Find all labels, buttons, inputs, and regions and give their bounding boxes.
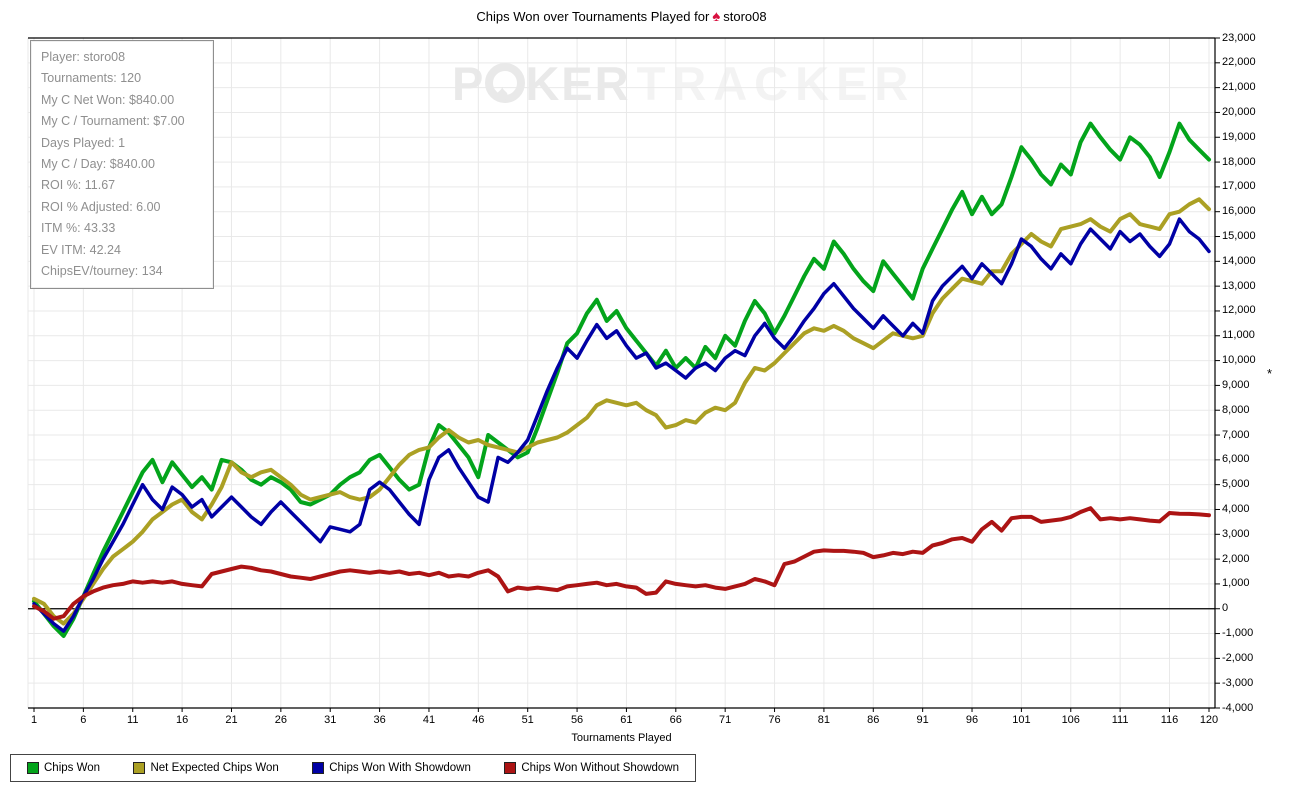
legend-label: Chips Won With Showdown [329,762,471,774]
legend-label: Net Expected Chips Won [150,762,279,774]
y-tick-label: 16,000 [1222,205,1256,218]
series-line-chips-won-without-showdown[interactable] [32,506,1211,621]
poker-chip-icon: ♠ [485,63,526,105]
y-tick-label: -1,000 [1222,627,1254,640]
legend-swatch-icon [504,762,517,774]
stat-line: Days Played: 1 [41,135,126,150]
y-tick-label: -4,000 [1222,701,1254,714]
x-tick-label: 11 [127,714,139,726]
stat-line: ChipsEV/tourney: 134 [41,264,163,279]
y-tick-label: 2,000 [1222,552,1250,565]
chip-spade-glyph: ♠ [496,80,509,105]
player-stats-tooltip: Player: storo08 Tournaments: 120 My C Net … [30,40,214,290]
x-tick-label: 116 [1160,714,1179,726]
x-tick-label: 96 [965,714,979,726]
series-line-chips-won-with-showdown[interactable] [32,217,1211,633]
legend-item-chips-won[interactable]: Chips Won [27,762,100,774]
y-tick-label: 14,000 [1222,254,1256,267]
y-tick-label: 4,000 [1222,502,1250,515]
y-tick-label: 19,000 [1222,130,1256,143]
y-tick-label: 11,000 [1222,329,1255,342]
stat-line: ROI % Adjusted: 6.00 [41,199,161,214]
x-tick-label: 16 [175,714,189,726]
legend-swatch-icon [312,762,325,774]
y-tick-label: -3,000 [1222,676,1254,689]
x-axis-title: Tournaments Played [571,732,672,744]
y-axis-title: * [1267,366,1273,381]
x-tick-label: 1 [30,714,38,726]
x-tick-label: 86 [867,714,880,726]
y-tick-label: 7,000 [1222,428,1250,441]
y-tick-label: 5,000 [1222,478,1250,491]
chart-title-text: Chips Won over Tournaments Played for [476,9,710,24]
y-tick-label: 21,000 [1222,81,1256,94]
y-tick-label: 8,000 [1222,403,1250,416]
watermark-tracker: TRACKER [636,57,916,110]
x-tick-label: 120 [1199,714,1219,726]
y-tick-label: 9,000 [1222,378,1250,391]
legend-swatch-icon [27,762,39,774]
x-tick-label: 6 [80,714,87,726]
y-tick-label: 17,000 [1222,180,1256,193]
x-tick-label: 76 [768,714,781,726]
x-tick-label: 41 [422,714,436,726]
legend-item-net-expected-chips-won[interactable]: Net Expected Chips Won [133,762,279,774]
x-tick-label: 36 [373,714,386,726]
y-tick-label: 15,000 [1222,230,1256,243]
y-tick-label: 0 [1222,602,1229,615]
y-tick-label: 20,000 [1222,105,1256,118]
legend-label: Chips Won Without Showdown [521,762,679,774]
x-tick-label: 71 [719,714,732,726]
legend-item-chips-won-without-showdown[interactable]: Chips Won Without Showdown [504,762,679,774]
stat-line: EV ITM: 42.24 [41,242,121,257]
stat-line: My C Net Won: $840.00 [41,92,175,107]
y-tick-label: 12,000 [1222,304,1256,317]
y-tick-label: 6,000 [1222,453,1250,466]
x-tick-label: 21 [225,714,238,726]
x-tick-label: 111 [1111,714,1129,726]
y-tick-label: 1,000 [1222,577,1250,590]
legend-box: Chips Won Net Expected Chips Won Chips Won… [10,754,696,782]
stat-line: Player: storo08 [41,50,126,64]
pokerstars-spade-icon: ♠ [712,8,721,25]
x-tick-label: 31 [324,714,337,726]
y-tick-label: 22,000 [1222,56,1256,69]
y-tick-label: 18,000 [1222,155,1256,168]
y-tick-label: 23,000 [1222,31,1256,44]
y-tick-label: 13,000 [1222,279,1256,292]
x-tick-label: 91 [916,714,929,726]
x-tick-label: 61 [620,714,633,726]
series-line-net-expected-chips-won[interactable] [32,197,1211,626]
legend-label: Chips Won [44,762,101,774]
x-tick-label: 51 [521,714,534,726]
y-tick-label: -2,000 [1222,651,1254,664]
x-tick-label: 56 [570,714,584,726]
stat-line: ROI %: 11.67 [41,178,116,193]
y-tick-label: 3,000 [1222,527,1250,540]
x-tick-label: 66 [669,714,682,726]
stat-line: ITM %: 43.33 [41,221,116,236]
x-tick-label: 81 [817,714,831,726]
legend-item-chips-won-with-showdown[interactable]: Chips Won With Showdown [312,762,471,774]
x-tick-label: 46 [472,714,485,726]
chart-title: Chips Won over Tournaments Played for ♠ st… [0,8,1243,25]
chart-title-player: storo08 [723,9,767,24]
x-tick-label: 101 [1012,714,1031,726]
x-tick-label: 106 [1061,714,1080,726]
stat-line: My C / Day: $840.00 [41,157,155,172]
x-tick-label: 26 [274,714,287,726]
legend-swatch-icon [133,762,146,774]
y-tick-label: 10,000 [1222,354,1256,367]
stat-line: My C / Tournament: $7.00 [41,114,185,129]
stat-line: Tournaments: 120 [41,71,142,86]
